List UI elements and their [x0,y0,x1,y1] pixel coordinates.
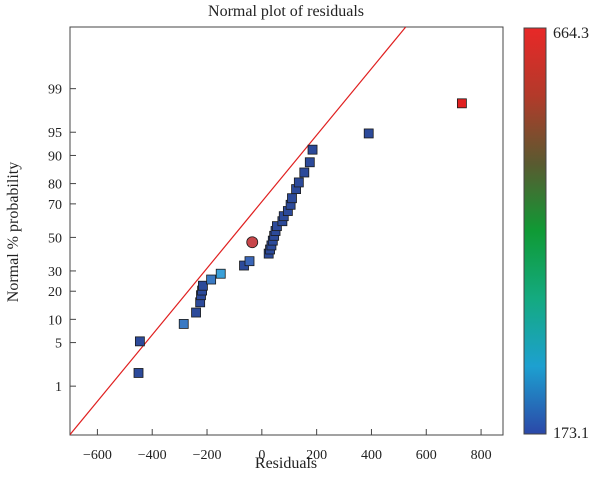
x-axis-label: Residuals [255,455,317,472]
x-tick-label: 0 [258,448,265,463]
data-point [304,157,315,168]
x-tick-label: −400 [138,448,167,463]
reference-line [70,27,407,435]
data-point [272,221,282,232]
data-points [133,98,467,378]
data-point [191,307,201,318]
x-tick-label: 800 [471,448,492,463]
data-point [178,319,189,329]
y-tick-label: 90 [48,149,62,164]
y-tick-label: 99 [48,83,62,98]
data-point [134,336,145,347]
y-tick-label: 80 [48,178,62,193]
x-tick-label: 400 [361,448,382,463]
x-axis-ticks: −600 −400 −200 0 200 400 600 800 [83,429,492,463]
data-point [133,368,144,378]
plot-area [69,26,504,436]
data-point [287,193,297,204]
colorbar [523,27,547,435]
x-tick-label: 200 [306,448,327,463]
y-tick-label: 50 [48,231,62,246]
y-axis-label: Normal % probability [5,162,22,302]
data-point [307,144,318,155]
data-point [244,256,255,267]
colorbar-min-label: 173.1 [553,425,589,442]
y-tick-label: 30 [48,265,62,280]
data-point [246,236,259,249]
data-point [363,128,374,139]
data-point [456,98,467,109]
data-point [206,274,217,285]
data-point [299,167,310,178]
data-point [293,177,304,188]
y-tick-label: 10 [48,313,62,328]
chart-title: Normal plot of residuals [208,3,364,20]
y-tick-label: 70 [48,198,62,213]
data-point [198,280,208,291]
x-tick-label: 600 [416,448,437,463]
y-tick-label: 1 [55,380,62,395]
y-axis-ticks: 1 5 10 20 30 50 70 80 90 95 99 [48,83,76,395]
data-point [215,268,226,279]
x-tick-label: −600 [83,448,112,463]
y-tick-label: 95 [48,126,62,141]
y-tick-label: 5 [55,337,62,352]
y-tick-label: 20 [48,285,62,300]
colorbar-max-label: 664.3 [553,25,589,42]
x-tick-label: −200 [193,448,222,463]
